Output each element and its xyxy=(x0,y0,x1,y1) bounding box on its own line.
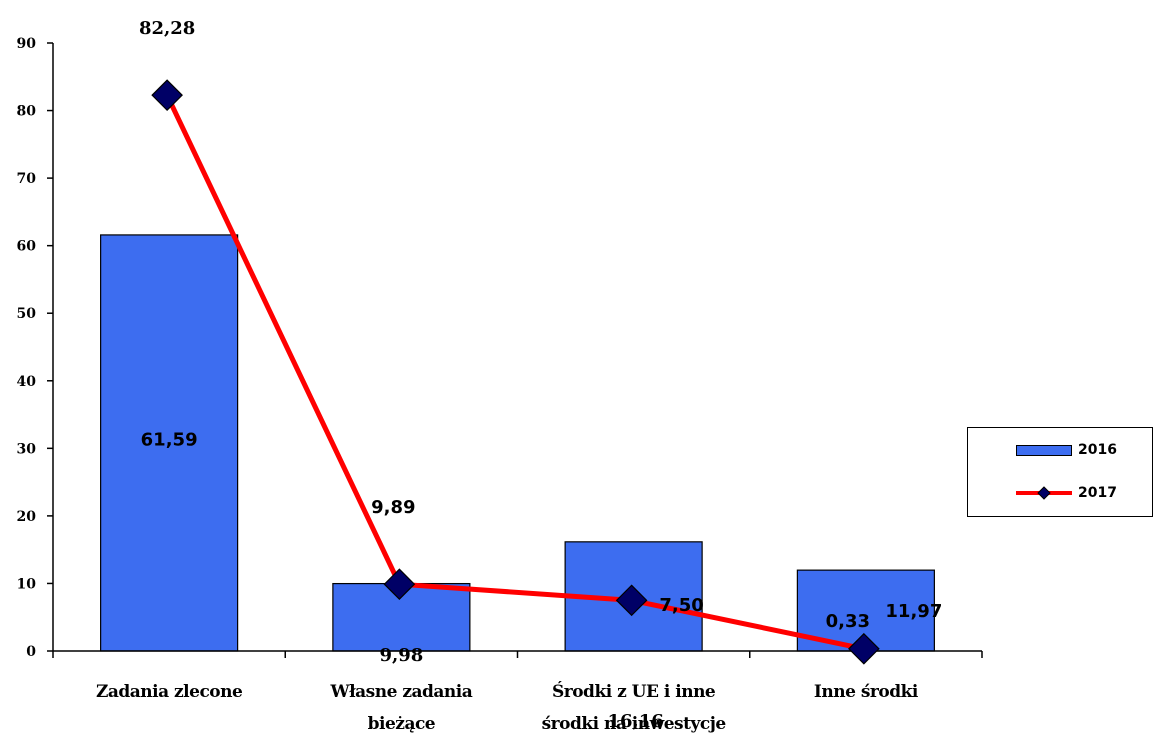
x-tick-label-0-0: Zadania zlecone xyxy=(96,682,243,702)
marker-2017-0 xyxy=(151,79,183,112)
data-label-2017-0: 82,28 xyxy=(139,18,195,39)
x-tick-label-2-0: Środki z UE i inne xyxy=(552,681,716,702)
legend: 2016 2017 xyxy=(967,427,1153,517)
y-tick-label-2: 20 xyxy=(17,509,37,525)
data-label-2016-1: 9,98 xyxy=(379,645,423,666)
data-label-2016-3: 11,97 xyxy=(885,601,942,622)
legend-swatch-2016 xyxy=(1016,444,1072,456)
legend-item-2017: 2017 xyxy=(968,483,1117,503)
y-tick-label-8: 80 xyxy=(17,104,37,120)
legend-label-2016: 2016 xyxy=(1078,442,1117,458)
data-label-2017-3: 0,33 xyxy=(826,611,870,632)
y-tick-label-4: 40 xyxy=(17,374,37,390)
x-tick-label-2-1: środki na inwestycje xyxy=(542,714,727,734)
data-label-2016-2: 16,16 xyxy=(607,711,663,732)
data-labels: 61,59 9,98 16,16 11,97 82,28 9,89 7,50 0,33 xyxy=(139,18,942,732)
x-tick-label-3-0: Inne środki xyxy=(814,682,919,702)
y-tick-label-0: 0 xyxy=(26,644,36,660)
bar-series-2016 xyxy=(100,234,935,652)
legend-swatch-2017 xyxy=(1016,486,1072,500)
legend-label-2017: 2017 xyxy=(1078,485,1117,501)
marker-2017-1 xyxy=(383,568,416,601)
marker-2017-2 xyxy=(615,584,648,617)
marker-2017-3 xyxy=(848,632,880,665)
x-tick-label-1-0: Własne zadania xyxy=(330,682,473,702)
data-label-2017-1: 9,89 xyxy=(371,497,415,518)
line-series-2017 xyxy=(151,79,880,665)
y-tick-label-9: 90 xyxy=(17,36,37,52)
bar-2016-0 xyxy=(100,234,239,652)
legend-item-2016: 2016 xyxy=(968,440,1117,460)
line-2017-path xyxy=(164,94,865,652)
x-tick-label-1-1: bieżące xyxy=(368,714,436,734)
y-tick-label-3: 30 xyxy=(17,441,37,457)
y-tick-label-1: 10 xyxy=(17,576,37,592)
y-tick-label-5: 50 xyxy=(17,306,37,322)
y-tick-label-7: 70 xyxy=(17,171,37,187)
y-tick-label-6: 60 xyxy=(17,239,37,255)
data-label-2016-0: 61,59 xyxy=(141,430,198,451)
axes: 0 10 20 30 40 50 60 70 80 90 Zadania zlecone Własne… xyxy=(17,36,983,734)
data-label-2017-2: 7,50 xyxy=(659,595,703,616)
